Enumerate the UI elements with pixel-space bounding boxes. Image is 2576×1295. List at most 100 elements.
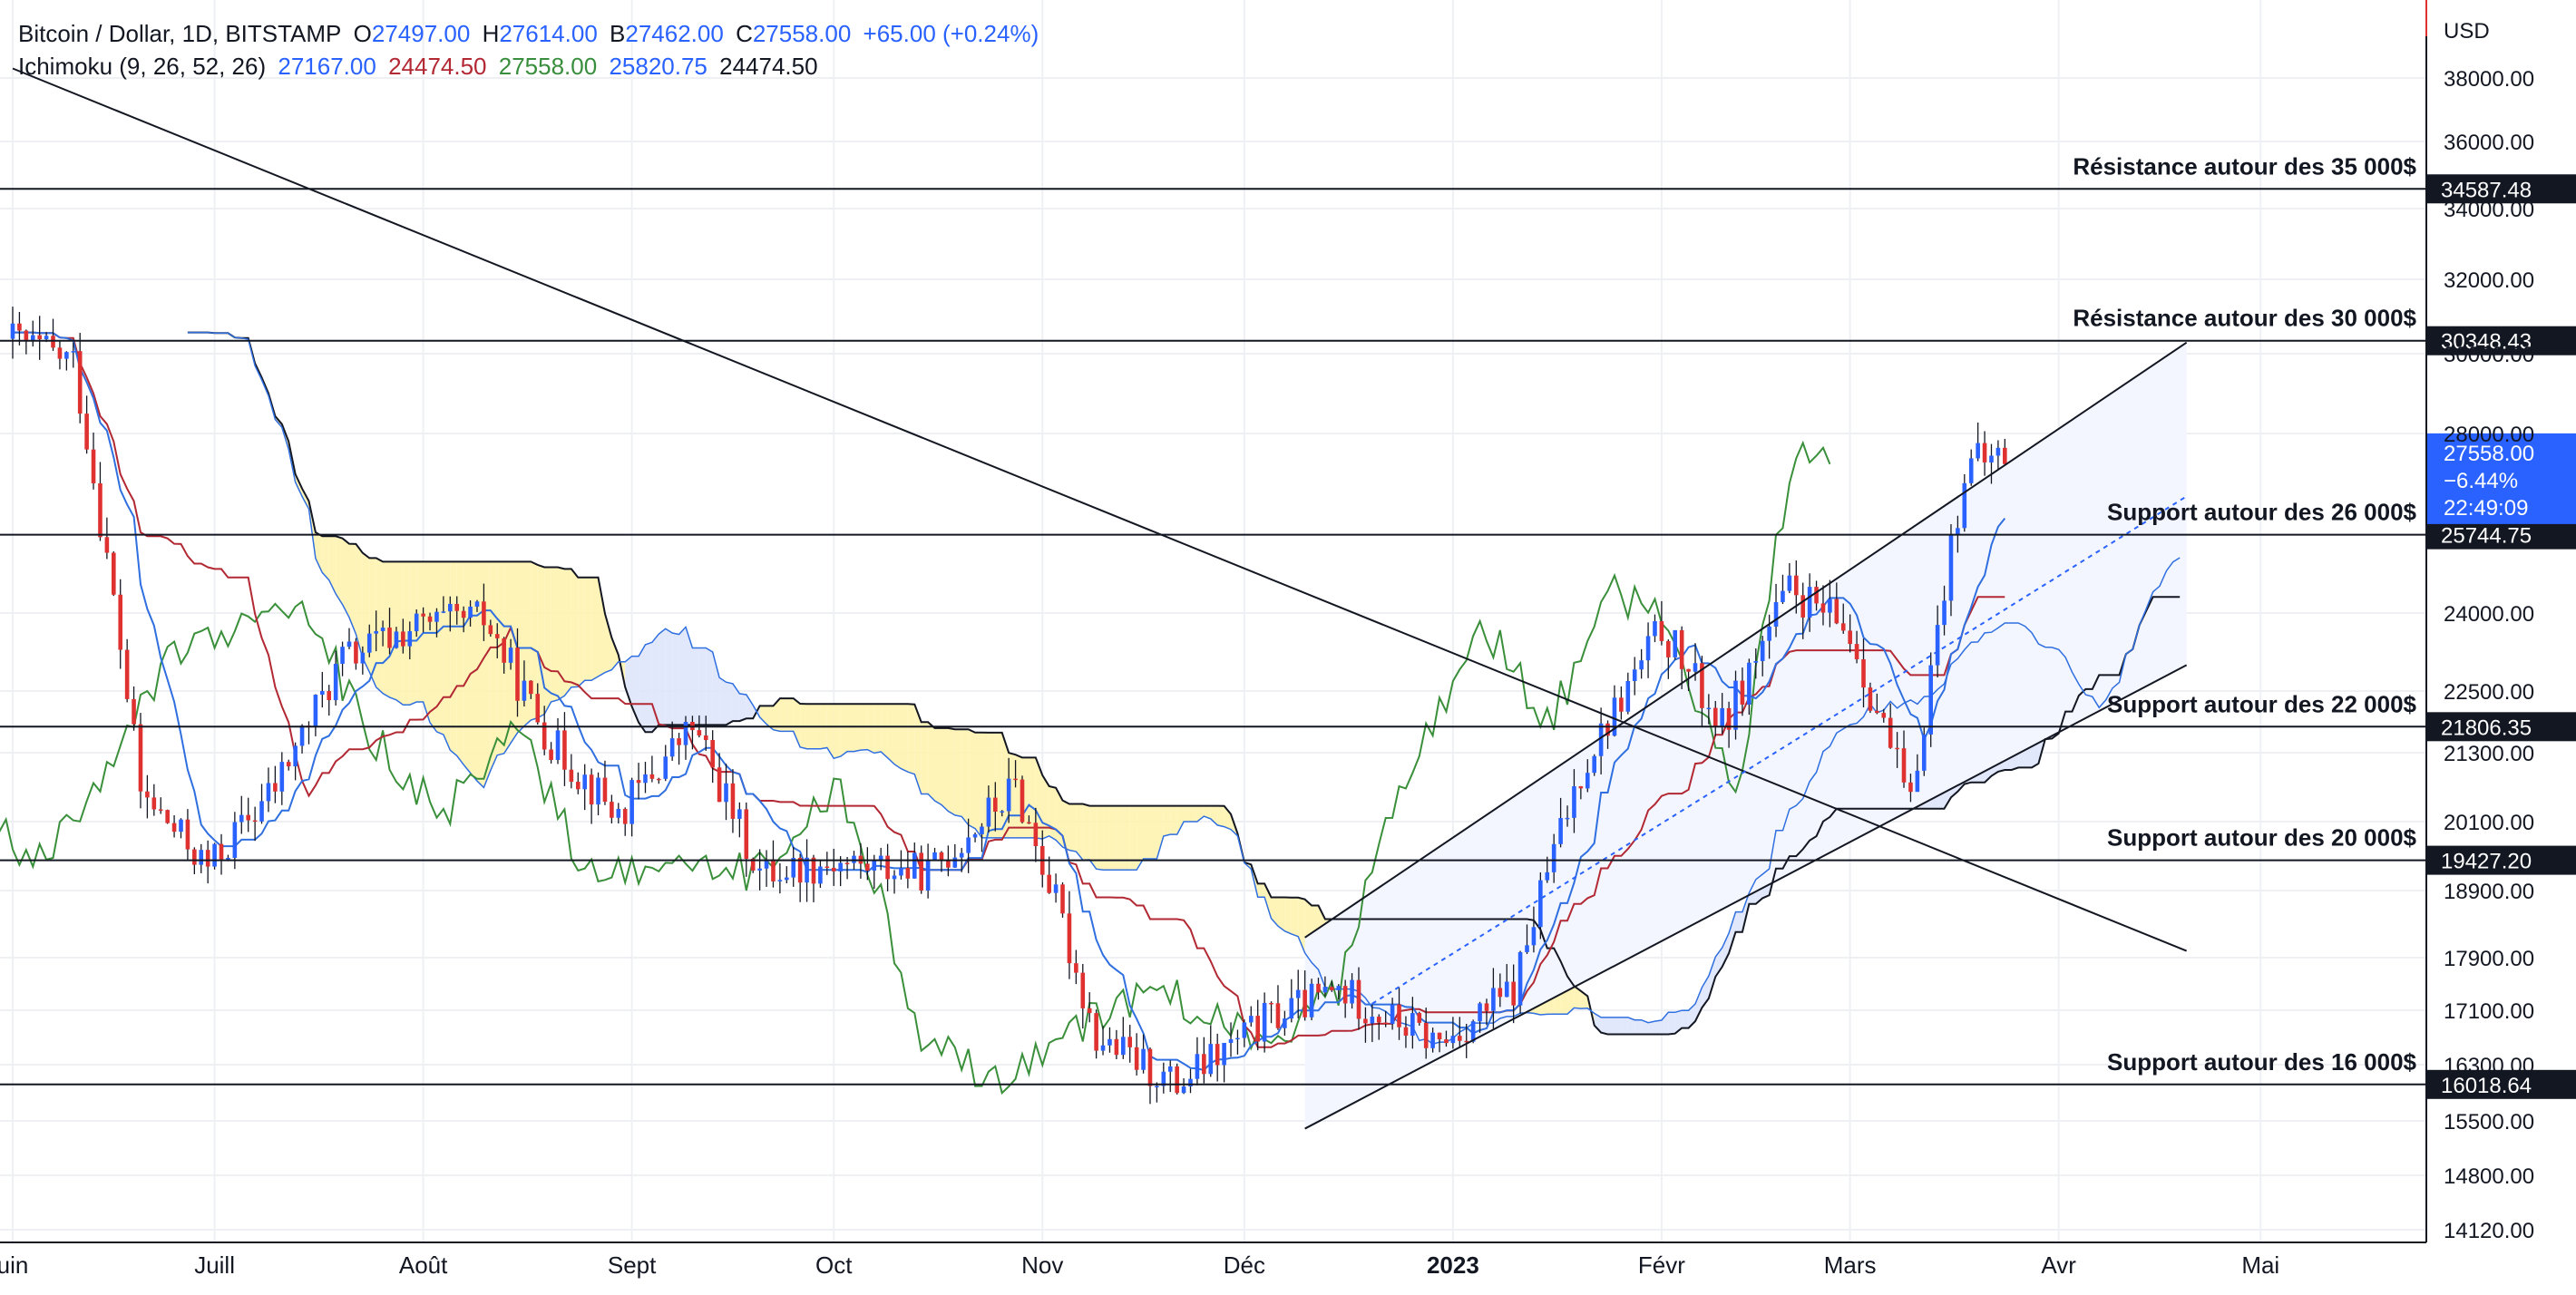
candle-body [878,855,883,861]
candle-body [1228,1039,1234,1044]
candle-body [596,777,600,805]
candle-body [1511,981,1516,1006]
kumo-segment [584,577,592,681]
level-badge-label: 21806.35 [2441,716,2532,740]
candle-body [1430,1032,1435,1048]
candle-body [750,858,756,871]
candle-body [71,351,76,353]
candle-body [1195,1054,1200,1079]
candle-body [1242,1022,1247,1038]
kumo-segment [423,561,431,723]
candle-body [320,691,325,696]
candle-body [1753,660,1759,663]
kumo-segment [578,577,585,687]
candle-body [912,852,917,879]
candle-body [414,613,419,632]
candle-body [10,323,15,339]
candle-body [266,783,271,802]
candle-body [1330,987,1334,990]
candle-body [1006,778,1011,812]
candle-body [1868,687,1873,711]
symbol-label: Bitcoin / Dollar, 1D, BITSTAMP [18,20,342,47]
kumo-segment [591,577,599,681]
kumo-segment [349,543,356,635]
candle-body [757,868,762,871]
kumo-segment [1641,1019,1649,1035]
kumo-segment [1082,803,1090,861]
kumo-segment [383,561,390,697]
candle-body [205,850,210,867]
candle-body [124,649,130,699]
kumo-segment [1627,1017,1635,1035]
kumo-segment [651,634,659,733]
candle-body [986,797,991,827]
candle-body [1726,707,1732,730]
indicator-value-3: 27558.00 [498,53,598,80]
candle-body [454,603,460,611]
indicator-name: Ichimoku (9, 26, 52, 26) [18,53,267,80]
candle-body [1383,1022,1388,1025]
candle-body [764,859,769,869]
kumo-segment [322,536,329,580]
y-tick-label: 22500.00 [2444,680,2534,705]
x-tick-label: Oct [815,1251,853,1279]
kumo-segment [1217,805,1225,827]
last-price-label: 22:49:09 [2444,496,2528,521]
kumo-segment [1009,753,1016,838]
kumo-segment [934,727,942,805]
candle-body [872,860,877,871]
candle-body [1565,817,1570,820]
kumo-segment [342,538,349,618]
low-value: 27462.00 [625,20,724,47]
candle-body [407,631,413,647]
candle-body [1942,600,1947,626]
candle-body [1074,963,1078,973]
kumo-segment [961,729,969,825]
ichimoku-legend[interactable]: Ichimoku (9, 26, 52, 26) 27167.00 24474.… [18,53,824,81]
candle-body [865,863,870,871]
x-tick-label: Août [399,1251,448,1279]
candle-body [1295,989,1301,998]
kumo-segment [975,732,982,838]
candle-body [797,857,803,883]
chart-axes: uin Juill Août Sept Oct Nov Déc 2023 Févr Mars Avr… [0,0,2534,1279]
candle-body [1861,659,1866,688]
candle-body [1423,1022,1429,1048]
candle-body [91,449,96,483]
level-badge [2426,1069,2576,1099]
downtrend-line [12,67,2188,952]
candle-body [1773,601,1779,627]
candle-body [522,680,527,701]
kumo-segment [531,561,538,721]
kumo-segment [766,706,774,730]
candle-body [1976,443,1980,459]
candle-body [1147,1048,1153,1086]
candle-body [1760,640,1765,661]
candle-body [1881,713,1887,718]
candle-body [1208,1044,1214,1075]
candle-body [1309,983,1314,1018]
level-annotation: Support autour des 16 000$ [2107,1048,2417,1076]
candle-body [17,323,22,331]
candle-body [1767,626,1771,641]
candle-body [1161,1071,1166,1086]
candle-body [1370,1017,1375,1024]
candle-body [610,802,614,818]
channel-lower-line [1304,664,2188,1130]
candle-body [1067,913,1072,964]
kumo-segment [1264,883,1272,919]
candle-body [1712,707,1718,727]
candle-body [1962,482,1967,529]
kumo-segment [1668,1012,1675,1035]
kumo-segment [611,638,619,670]
kumo-segment [403,561,410,706]
close-label: C [736,20,753,47]
kumo-segment [1735,911,1742,932]
currency-label: USD [2444,19,2490,44]
senkou-span-b [187,331,2181,1036]
kumo-segment [430,561,437,732]
candle-body [1087,1008,1092,1014]
candle-body [273,783,278,792]
kumo-segment [1257,883,1265,898]
